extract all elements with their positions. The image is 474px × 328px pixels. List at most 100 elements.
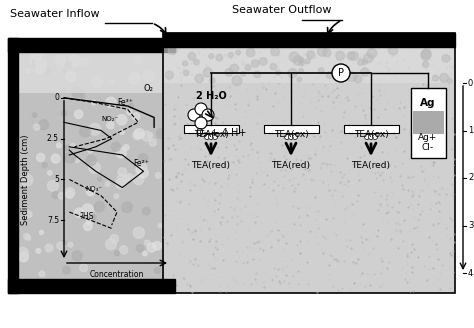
- Circle shape: [83, 222, 92, 231]
- Circle shape: [232, 76, 242, 86]
- Circle shape: [63, 266, 70, 274]
- Circle shape: [292, 134, 298, 139]
- Circle shape: [289, 134, 293, 139]
- Text: O₂ + 4 H+: O₂ + 4 H+: [196, 128, 246, 138]
- Circle shape: [122, 202, 132, 213]
- Circle shape: [72, 251, 82, 261]
- Circle shape: [98, 177, 102, 181]
- Text: Ag+
Cl-: Ag+ Cl-: [419, 133, 438, 152]
- Circle shape: [39, 230, 44, 235]
- Circle shape: [29, 54, 39, 65]
- Circle shape: [133, 174, 144, 185]
- Circle shape: [65, 61, 72, 68]
- Circle shape: [331, 69, 340, 77]
- Circle shape: [362, 59, 367, 65]
- Circle shape: [123, 145, 129, 150]
- Circle shape: [361, 68, 369, 76]
- Circle shape: [91, 100, 96, 105]
- Circle shape: [18, 252, 28, 262]
- Text: Sediment Depth (cm): Sediment Depth (cm): [21, 134, 30, 225]
- Circle shape: [109, 79, 115, 85]
- Circle shape: [36, 58, 46, 68]
- Circle shape: [241, 72, 246, 76]
- Circle shape: [66, 72, 76, 82]
- Circle shape: [117, 174, 128, 185]
- Circle shape: [24, 234, 29, 239]
- Circle shape: [38, 120, 49, 130]
- Circle shape: [347, 52, 355, 60]
- Circle shape: [117, 114, 127, 125]
- Text: Fe²⁺: Fe²⁺: [133, 159, 149, 168]
- Circle shape: [105, 182, 109, 186]
- Circle shape: [134, 129, 145, 139]
- Text: TEA(ox): TEA(ox): [354, 130, 388, 139]
- Circle shape: [153, 241, 161, 250]
- Circle shape: [161, 69, 169, 76]
- Circle shape: [39, 65, 46, 72]
- Text: 7.5: 7.5: [47, 216, 59, 225]
- Circle shape: [86, 155, 96, 166]
- Text: NO₃⁻: NO₃⁻: [85, 187, 102, 193]
- Circle shape: [72, 87, 82, 97]
- Circle shape: [236, 50, 240, 55]
- Circle shape: [209, 134, 213, 139]
- Circle shape: [106, 97, 116, 108]
- Text: TEA(red): TEA(red): [272, 161, 310, 170]
- Circle shape: [336, 51, 345, 60]
- Circle shape: [74, 208, 84, 217]
- Circle shape: [182, 61, 188, 66]
- Circle shape: [55, 56, 66, 66]
- Circle shape: [18, 247, 28, 258]
- Circle shape: [318, 47, 327, 56]
- Text: 2: 2: [468, 174, 473, 182]
- Circle shape: [228, 52, 233, 57]
- Text: 4: 4: [468, 269, 473, 277]
- Circle shape: [299, 60, 305, 66]
- Circle shape: [123, 174, 130, 181]
- Circle shape: [92, 76, 102, 87]
- Circle shape: [275, 70, 281, 75]
- Text: ?HS: ?HS: [80, 213, 94, 221]
- Text: Fe³⁺: Fe³⁺: [117, 98, 133, 107]
- Circle shape: [202, 109, 214, 121]
- Circle shape: [135, 56, 143, 64]
- Text: O₂: O₂: [144, 84, 154, 93]
- Circle shape: [86, 187, 95, 196]
- Circle shape: [254, 71, 261, 78]
- Circle shape: [114, 251, 119, 256]
- Text: 0: 0: [468, 78, 473, 88]
- Circle shape: [318, 68, 324, 73]
- Circle shape: [297, 77, 301, 82]
- Bar: [164, 47, 454, 83]
- Circle shape: [368, 134, 374, 139]
- Circle shape: [158, 223, 162, 228]
- Circle shape: [156, 128, 167, 139]
- Circle shape: [194, 59, 199, 65]
- Circle shape: [358, 59, 364, 65]
- Circle shape: [129, 73, 140, 84]
- Circle shape: [347, 72, 356, 82]
- Circle shape: [259, 58, 267, 65]
- Circle shape: [270, 64, 277, 70]
- Text: 1: 1: [468, 126, 473, 135]
- Circle shape: [188, 109, 200, 121]
- Circle shape: [293, 56, 303, 65]
- Circle shape: [195, 117, 207, 129]
- Circle shape: [42, 66, 50, 75]
- Text: TEA(ox): TEA(ox): [193, 130, 228, 139]
- Circle shape: [32, 113, 37, 117]
- Circle shape: [57, 65, 63, 71]
- Text: Seawater Inflow: Seawater Inflow: [10, 9, 100, 19]
- Circle shape: [203, 68, 212, 77]
- Circle shape: [246, 48, 255, 57]
- Circle shape: [52, 192, 59, 198]
- Circle shape: [32, 57, 44, 68]
- Circle shape: [447, 78, 452, 83]
- Circle shape: [422, 61, 428, 68]
- Circle shape: [36, 154, 45, 161]
- Circle shape: [154, 268, 160, 274]
- Circle shape: [47, 171, 52, 175]
- Circle shape: [210, 78, 215, 83]
- Text: TEA(ox): TEA(ox): [273, 130, 309, 139]
- Bar: [163, 33, 455, 293]
